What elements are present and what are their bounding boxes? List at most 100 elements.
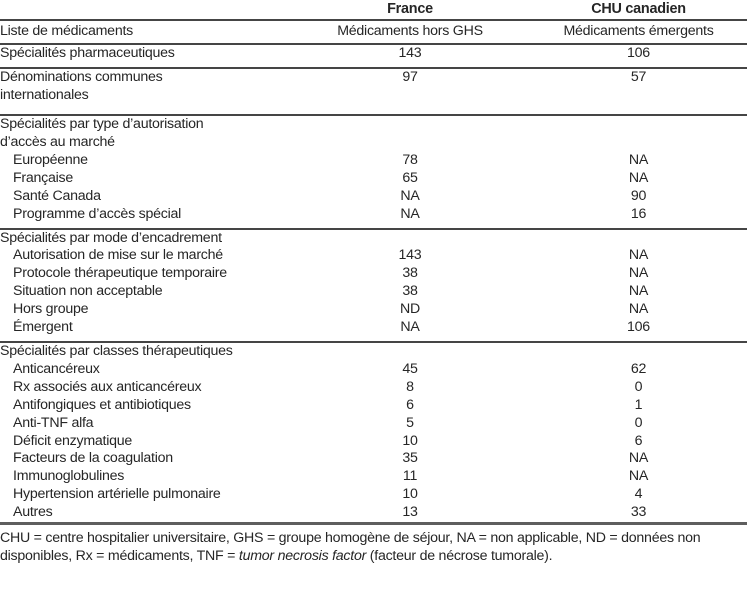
france-value: 10 <box>402 486 418 503</box>
table-row: Européenne 78 NA <box>0 152 747 170</box>
section-header-row: Spécialités par mode d’encadrement <box>0 229 747 248</box>
row-label: Autorisation de mise sur le marché <box>13 247 223 264</box>
france-value: 38 <box>402 265 418 282</box>
france-value: NA <box>330 205 490 230</box>
row-label: Santé Canada <box>13 187 101 204</box>
table-row: Anticancéreux 45 62 <box>0 361 747 379</box>
france-value: NA <box>400 187 420 204</box>
table-row: Programme d’accès spécial NA 16 <box>0 205 747 230</box>
chu-value <box>490 115 747 152</box>
row-label: Française <box>13 169 74 186</box>
chu-value: NA <box>628 151 649 168</box>
chu-value: NA <box>628 468 649 485</box>
row-label: Rx associés aux anticancéreux <box>13 378 202 395</box>
chu-value <box>490 229 747 248</box>
row-label: Anti-TNF alfa <box>13 414 94 431</box>
france-value: 13 <box>402 504 418 521</box>
table-row: Immunoglobulines 11 NA <box>0 468 747 486</box>
row-label: Spécialités pharmaceutiques <box>0 44 330 70</box>
france-value: 8 <box>406 378 414 395</box>
chu-value <box>490 342 747 361</box>
table-row: Rx associés aux anticancéreux 8 0 <box>0 379 747 397</box>
chu-value: 106 <box>490 44 747 70</box>
table-row: Santé Canada NA 90 <box>0 188 747 206</box>
france-value: 11 <box>402 468 418 485</box>
row-label: Émergent <box>0 319 330 343</box>
table-row: Hypertension artérielle pulmonaire 10 4 <box>0 486 747 504</box>
france-column-header: France <box>330 0 490 21</box>
france-value: 10 <box>402 432 418 449</box>
france-value: 143 <box>330 44 490 70</box>
france-value <box>330 115 490 152</box>
table-body: Spécialités pharmaceutiques 143 106 Dénomin… <box>0 44 747 523</box>
chu-value: NA <box>628 283 649 300</box>
france-value: 38 <box>402 283 418 300</box>
chu-value: 57 <box>490 68 747 117</box>
france-value: 45 <box>402 360 418 377</box>
france-value: 97 <box>330 68 490 117</box>
chu-value: 33 <box>630 504 647 521</box>
row-label: Antifongiques et antibiotiques <box>13 396 191 413</box>
section-header-row: Spécialités par classes thérapeutiques <box>0 342 747 361</box>
france-value <box>330 342 490 361</box>
chu-subheader: Médicaments émergents <box>490 19 747 46</box>
table-row: Déficit enzymatique 10 6 <box>0 433 747 451</box>
france-value: ND <box>400 301 420 318</box>
table-row: Antifongiques et antibiotiques 6 1 <box>0 397 747 415</box>
footnote-text: CHU = centre hospitalier universitaire, … <box>0 530 701 565</box>
table-row: Autres 13 33 <box>0 504 747 523</box>
section-header-row: Spécialités par type d’autorisation d’acc… <box>0 115 747 152</box>
table-row: Situation non acceptable 38 NA <box>0 283 747 301</box>
row-label: Hors groupe <box>13 301 89 318</box>
chu-value: NA <box>628 247 649 264</box>
list-label: Liste de médicaments <box>0 19 330 46</box>
chu-value: 62 <box>630 360 647 377</box>
table-row: Dénominations communes internationales 97 5… <box>0 68 747 117</box>
row-label: Programme d’accès spécial <box>0 205 330 230</box>
chu-value: 4 <box>634 486 643 503</box>
list-header-row: Liste de médicaments Médicaments hors GH… <box>0 19 747 46</box>
corner-cell <box>0 0 330 21</box>
chu-value: NA <box>628 301 649 318</box>
table-row: Française 65 NA <box>0 170 747 188</box>
france-subheader: Médicaments hors GHS <box>330 19 490 46</box>
table-row: Autorisation de mise sur le marché 143 NA <box>0 247 747 265</box>
country-header-row: France CHU canadien <box>0 0 747 21</box>
france-value: 65 <box>402 169 418 186</box>
table-row: Facteurs de la coagulation 35 NA <box>0 450 747 468</box>
table-row: Hors groupe ND NA <box>0 301 747 319</box>
row-label: Situation non acceptable <box>13 283 163 300</box>
chu-value: 1 <box>634 396 643 413</box>
row-label: Anticancéreux <box>13 360 100 377</box>
row-label: Protocole thérapeutique temporaire <box>13 265 227 282</box>
section-label: Spécialités par mode d’encadrement <box>0 229 222 246</box>
chu-value: 90 <box>630 187 647 204</box>
chu-value: 6 <box>634 432 643 449</box>
row-label: Déficit enzymatique <box>13 432 133 449</box>
row-label: Facteurs de la coagulation <box>13 450 173 467</box>
section-label: Spécialités par classes thérapeutiques <box>0 343 233 359</box>
france-value: NA <box>330 319 490 343</box>
table-row: Protocole thérapeutique temporaire 38 NA <box>0 265 747 283</box>
chu-column-header: CHU canadien <box>490 0 747 21</box>
france-value: 5 <box>406 414 414 431</box>
france-value: 78 <box>402 151 418 168</box>
row-label: Dénominations communes internationales <box>0 68 330 117</box>
france-value: 35 <box>402 450 418 467</box>
chu-value: 0 <box>634 414 643 431</box>
france-value: 143 <box>398 247 422 264</box>
section-label: Spécialités par type d’autorisation d’acc… <box>0 116 204 151</box>
france-value <box>330 229 490 248</box>
table-row: Émergent NA 106 <box>0 319 747 343</box>
row-label: Hypertension artérielle pulmonaire <box>13 486 221 503</box>
chu-value: NA <box>628 265 649 282</box>
row-label: Européenne <box>13 151 88 168</box>
row-label: Immunoglobulines <box>13 468 125 485</box>
chu-value: NA <box>628 450 649 467</box>
medications-comparison-table: France CHU canadien Liste de médicaments… <box>0 0 747 526</box>
chu-value: 106 <box>490 319 747 343</box>
chu-value: 0 <box>634 378 643 395</box>
table-row: Spécialités pharmaceutiques 143 106 <box>0 44 747 70</box>
france-value: 6 <box>406 396 414 413</box>
row-label: Autres <box>13 504 53 521</box>
